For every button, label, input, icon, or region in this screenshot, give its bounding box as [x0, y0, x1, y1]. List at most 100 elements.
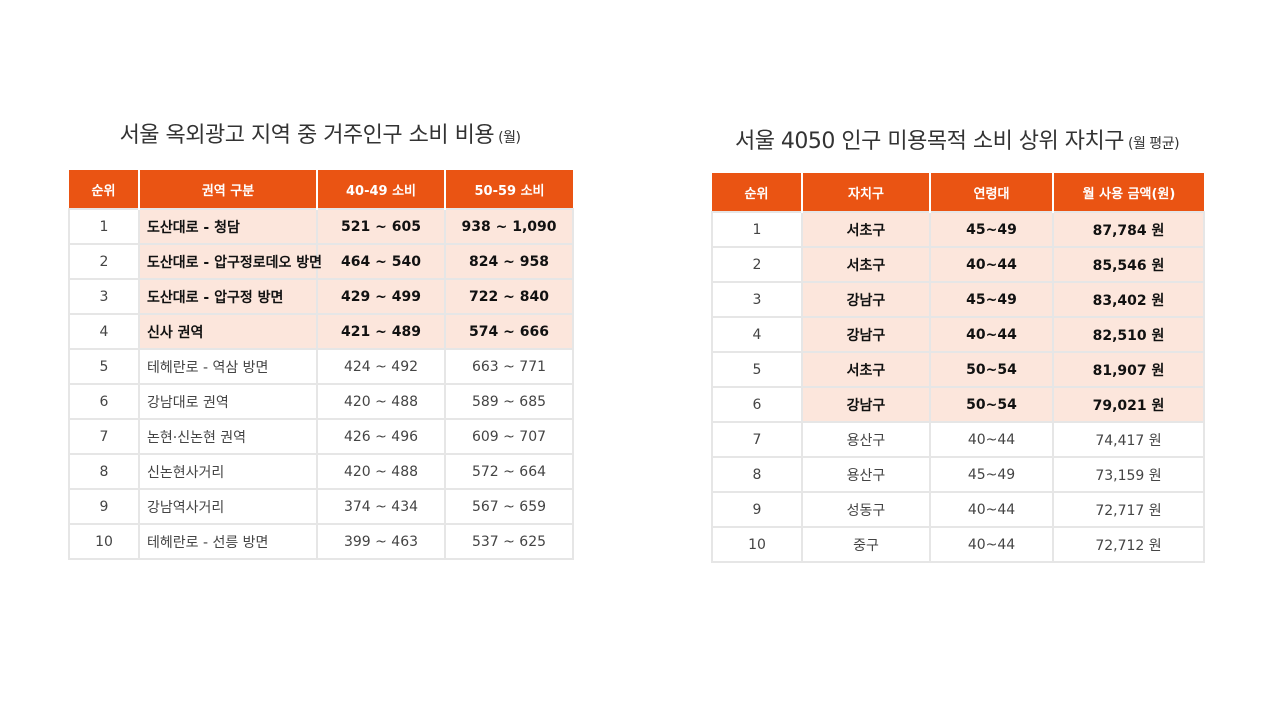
cell-rank: 1 — [711, 211, 803, 248]
table-row: 9 강남역사거리 374 ~ 434 567 ~ 659 — [68, 488, 574, 525]
header-50s-spending: 50-59 소비 — [444, 170, 573, 209]
cell-age: 40~44 — [929, 526, 1054, 563]
table-row: 6 강남대로 권역 420 ~ 488 589 ~ 685 — [68, 383, 574, 420]
right-title-main: 서울 4050 인구 미용목적 소비 상위 자치구 — [734, 129, 1125, 154]
header-rank: 순위 — [712, 173, 802, 212]
table-row: 10 중구 40~44 72,712 원 — [711, 526, 1205, 563]
cell-rank: 3 — [68, 278, 140, 315]
left-title-main: 서울 옥외광고 지역 중 거주인구 소비 비용 — [119, 123, 495, 148]
left-table-panel: 서울 옥외광고 지역 중 거주인구 소비 비용 (월) 순위 권역 구분 40-4… — [68, 118, 574, 560]
cell-age: 45~49 — [929, 281, 1054, 318]
cell-amount: 72,717 원 — [1052, 491, 1205, 528]
cell-v50: 663 ~ 771 — [444, 348, 574, 385]
table-row: 3 도산대로 - 압구정 방면 429 ~ 499 722 ~ 840 — [68, 278, 574, 315]
cell-age: 40~44 — [929, 246, 1054, 283]
cell-rank: 8 — [68, 453, 140, 490]
cell-v40: 521 ~ 605 — [316, 208, 446, 245]
cell-v50: 572 ~ 664 — [444, 453, 574, 490]
table-row: 1 서초구 45~49 87,784 원 — [711, 211, 1205, 248]
cell-rank: 7 — [711, 421, 803, 458]
cell-rank: 9 — [711, 491, 803, 528]
header-area: 권역 구분 — [138, 170, 317, 209]
cell-amount: 74,417 원 — [1052, 421, 1205, 458]
table-row: 10 테헤란로 - 선릉 방면 399 ~ 463 537 ~ 625 — [68, 523, 574, 560]
table-row: 8 신논현사거리 420 ~ 488 572 ~ 664 — [68, 453, 574, 490]
cell-v40: 421 ~ 489 — [316, 313, 446, 350]
cell-amount: 72,712 원 — [1052, 526, 1205, 563]
table-row: 1 도산대로 - 청담 521 ~ 605 938 ~ 1,090 — [68, 208, 574, 245]
cell-rank: 10 — [711, 526, 803, 563]
right-table-panel: 서울 4050 인구 미용목적 소비 상위 자치구 (월 평균) 순위 자치구 연… — [711, 122, 1205, 563]
cell-age: 45~49 — [929, 211, 1054, 248]
cell-v40: 374 ~ 434 — [316, 488, 446, 525]
left-table-title: 서울 옥외광고 지역 중 거주인구 소비 비용 (월) — [68, 118, 572, 158]
cell-area: 신사 권역 — [138, 313, 318, 350]
cell-v40: 429 ~ 499 — [316, 278, 446, 315]
cell-district: 서초구 — [801, 211, 931, 248]
cell-v50: 938 ~ 1,090 — [444, 208, 574, 245]
cell-amount: 83,402 원 — [1052, 281, 1205, 318]
cell-rank: 1 — [68, 208, 140, 245]
cell-rank: 9 — [68, 488, 140, 525]
cell-area: 논현·신논현 권역 — [138, 418, 318, 455]
cell-v40: 420 ~ 488 — [316, 383, 446, 420]
cell-v50: 609 ~ 707 — [444, 418, 574, 455]
cell-v40: 399 ~ 463 — [316, 523, 446, 560]
cell-area: 테헤란로 - 선릉 방면 — [138, 523, 318, 560]
cell-rank: 10 — [68, 523, 140, 560]
table-row: 4 강남구 40~44 82,510 원 — [711, 316, 1205, 353]
cell-v40: 424 ~ 492 — [316, 348, 446, 385]
cell-district: 서초구 — [801, 246, 931, 283]
cell-area: 도산대로 - 압구정로데오 방면 — [138, 243, 322, 280]
table-header-row: 순위 자치구 연령대 월 사용 금액(원) — [712, 173, 1204, 212]
cell-area: 도산대로 - 청담 — [138, 208, 318, 245]
table-row: 8 용산구 45~49 73,159 원 — [711, 456, 1205, 493]
header-rank: 순위 — [69, 170, 139, 209]
cell-amount: 85,546 원 — [1052, 246, 1205, 283]
cell-age: 40~44 — [929, 421, 1054, 458]
header-40s-spending: 40-49 소비 — [316, 170, 445, 209]
table-row: 7 논현·신논현 권역 426 ~ 496 609 ~ 707 — [68, 418, 574, 455]
right-table-title: 서울 4050 인구 미용목적 소비 상위 자치구 (월 평균) — [711, 122, 1203, 162]
cell-rank: 5 — [711, 351, 803, 388]
cell-district: 용산구 — [801, 456, 931, 493]
cell-amount: 82,510 원 — [1052, 316, 1205, 353]
cell-amount: 81,907 원 — [1052, 351, 1205, 388]
cell-rank: 2 — [711, 246, 803, 283]
header-district: 자치구 — [801, 173, 930, 212]
cell-v50: 574 ~ 666 — [444, 313, 574, 350]
table-row: 5 서초구 50~54 81,907 원 — [711, 351, 1205, 388]
cell-v50: 537 ~ 625 — [444, 523, 574, 560]
cell-age: 40~44 — [929, 491, 1054, 528]
cell-v50: 567 ~ 659 — [444, 488, 574, 525]
cell-age: 40~44 — [929, 316, 1054, 353]
cell-age: 50~54 — [929, 386, 1054, 423]
cell-district: 강남구 — [801, 386, 931, 423]
left-spending-table: 순위 권역 구분 40-49 소비 50-59 소비 1 도산대로 - 청담 521… — [68, 170, 574, 560]
cell-district: 강남구 — [801, 281, 931, 318]
cell-rank: 4 — [711, 316, 803, 353]
cell-v40: 420 ~ 488 — [316, 453, 446, 490]
left-title-sub: (월) — [498, 130, 521, 146]
cell-district: 용산구 — [801, 421, 931, 458]
table-row: 9 성동구 40~44 72,717 원 — [711, 491, 1205, 528]
table-row: 7 용산구 40~44 74,417 원 — [711, 421, 1205, 458]
right-title-sub: (월 평균) — [1128, 136, 1180, 152]
cell-age: 45~49 — [929, 456, 1054, 493]
cell-rank: 8 — [711, 456, 803, 493]
cell-v50: 722 ~ 840 — [444, 278, 574, 315]
cell-v40: 426 ~ 496 — [316, 418, 446, 455]
cell-area: 테헤란로 - 역삼 방면 — [138, 348, 318, 385]
cell-rank: 3 — [711, 281, 803, 318]
cell-area: 강남대로 권역 — [138, 383, 318, 420]
cell-district: 강남구 — [801, 316, 931, 353]
header-age-group: 연령대 — [929, 173, 1053, 212]
cell-age: 50~54 — [929, 351, 1054, 388]
cell-district: 서초구 — [801, 351, 931, 388]
cell-district: 중구 — [801, 526, 931, 563]
table-row: 5 테헤란로 - 역삼 방면 424 ~ 492 663 ~ 771 — [68, 348, 574, 385]
table-row: 3 강남구 45~49 83,402 원 — [711, 281, 1205, 318]
cell-district: 성동구 — [801, 491, 931, 528]
cell-rank: 6 — [68, 383, 140, 420]
